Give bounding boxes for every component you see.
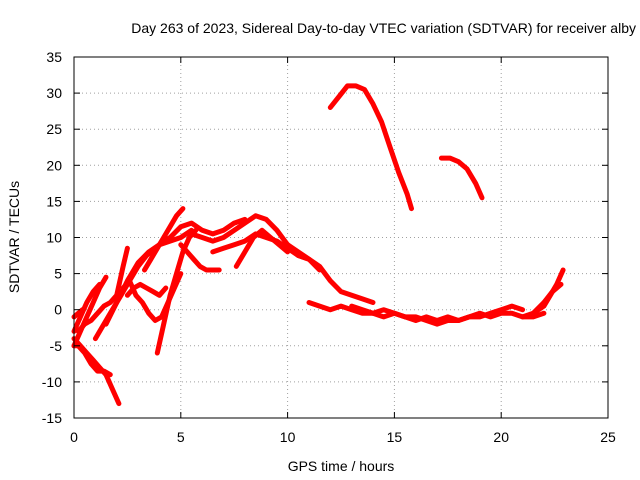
y-tick-label: 35 (46, 49, 62, 65)
series-arc-8 (103, 227, 194, 327)
y-tick-label: -5 (50, 338, 63, 354)
series-arc-24 (530, 281, 564, 316)
series-arc-13 (167, 216, 248, 240)
series-arc-17 (233, 227, 291, 269)
x-tick-label: 25 (600, 429, 616, 445)
series-arc-18 (285, 242, 376, 305)
y-tick-label: 0 (54, 302, 62, 318)
y-tick-label: -10 (42, 374, 62, 390)
series-arc-10 (124, 281, 169, 298)
series-arc-5 (75, 245, 130, 334)
x-tick-label: 5 (177, 429, 185, 445)
series-arc-16 (210, 231, 312, 262)
grid-lines (74, 57, 608, 418)
x-tick-label: 0 (70, 429, 78, 445)
chart-title: Day 263 of 2023, Sidereal Day-to-day VTE… (131, 20, 636, 36)
y-tick-label: 20 (46, 157, 62, 173)
series-arc-15 (189, 213, 323, 273)
y-tick-label: 15 (46, 193, 62, 209)
series-arc-22 (438, 155, 485, 201)
y-tick-label: 30 (46, 85, 62, 101)
x-axis-label: GPS time / hours (288, 458, 395, 474)
series-arc-21 (327, 83, 414, 212)
series-arc-11 (142, 206, 186, 273)
y-tick-label: 5 (54, 266, 62, 282)
x-tick-label: 10 (280, 429, 296, 445)
x-tick-label: 20 (493, 429, 509, 445)
y-tick-label: 10 (46, 230, 62, 246)
x-tick-label: 15 (387, 429, 403, 445)
series-arc-19 (306, 300, 547, 323)
y-tick-label: -15 (42, 410, 62, 426)
y-axis-label: SDTVAR / TECUs (6, 181, 22, 293)
series-arc-14 (178, 242, 222, 273)
series-arc-12 (154, 227, 199, 356)
series-arc-6 (71, 281, 103, 334)
axis-ticks: 0 5 10 15 20 25 -15 -10 -5 0 5 10 15 20 25 30 35 (42, 49, 616, 445)
data-series (71, 83, 566, 407)
y-tick-label: 25 (46, 121, 62, 137)
series-arc-20 (349, 303, 526, 327)
